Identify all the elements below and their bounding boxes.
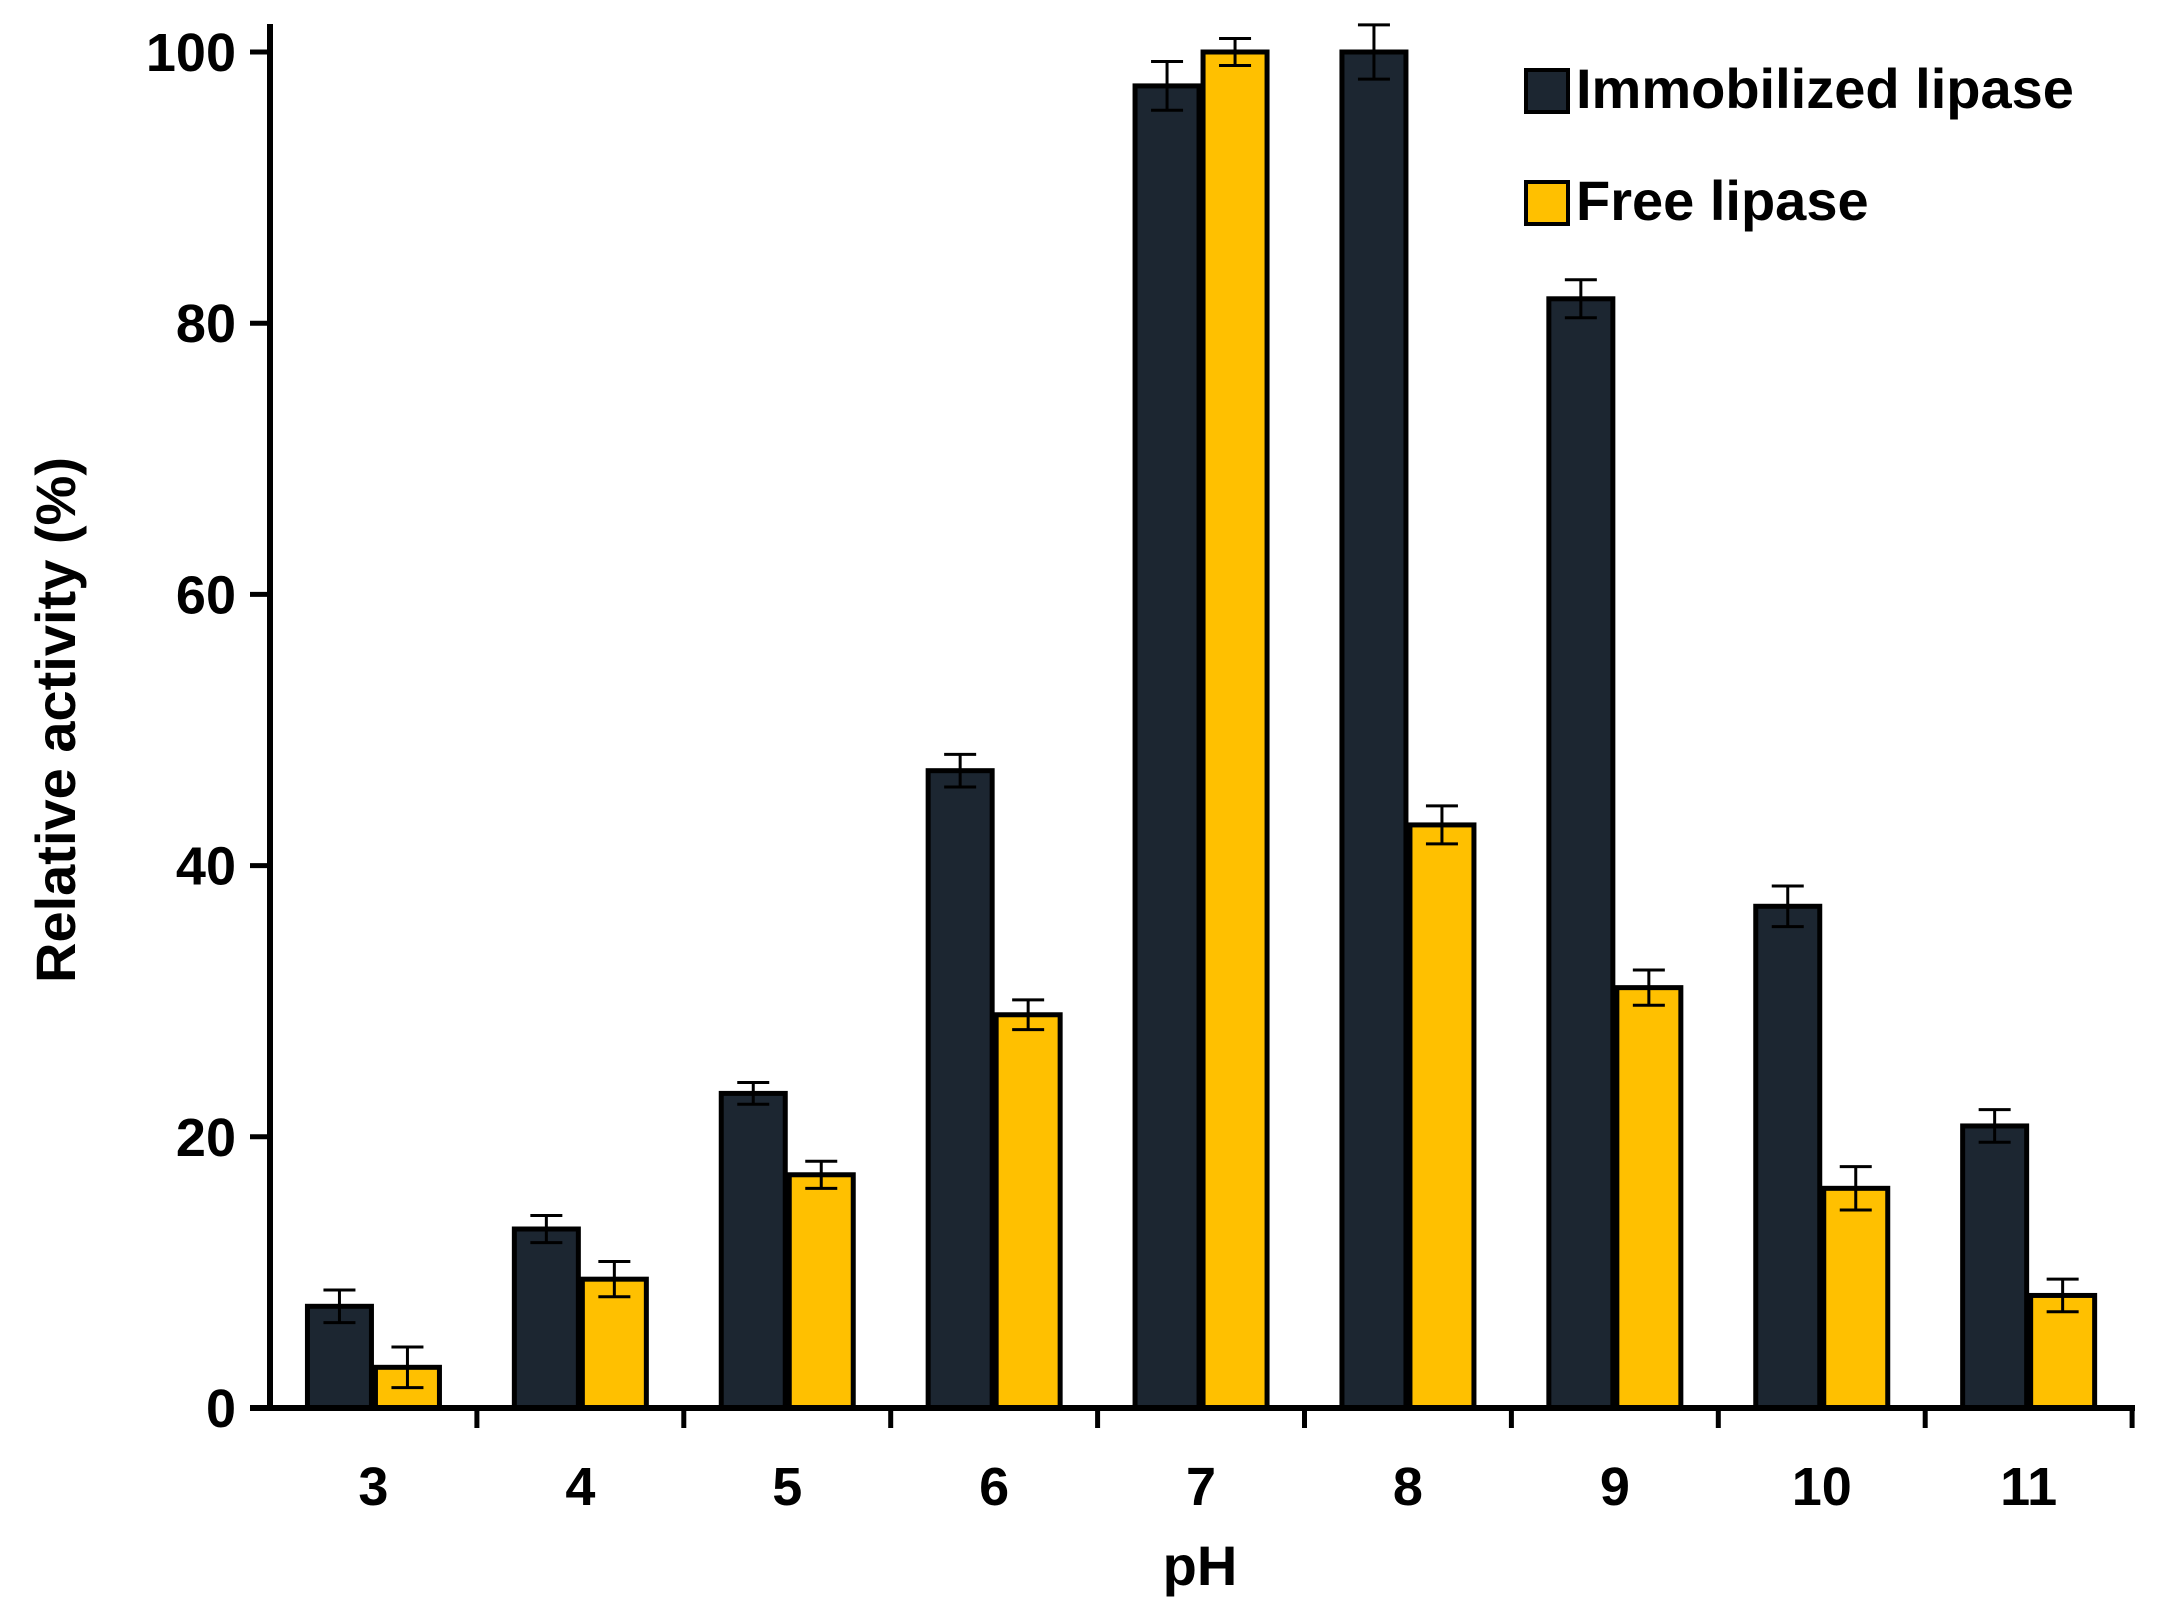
error-bar-free-ph-4 [598, 1260, 631, 1299]
error-bar-immobilized-ph-3 [323, 1288, 356, 1325]
bar-free-ph-5 [786, 1172, 856, 1411]
legend-label-free: Free lipase [1576, 169, 1869, 232]
y-tick-label-80: 80 [176, 294, 236, 354]
bar-immobilized-ph-11 [1960, 1123, 2030, 1411]
bar-immobilized-ph-10 [1753, 903, 1823, 1411]
y-tick-label-0: 0 [206, 1379, 236, 1439]
x-tick-label-6: 6 [979, 1457, 1009, 1517]
bar-free-ph-9 [1614, 985, 1684, 1411]
error-bar-free-ph-9 [1632, 968, 1665, 1007]
x-tick-label-4: 4 [565, 1457, 595, 1517]
y-tick-label-20: 20 [176, 1108, 236, 1168]
error-bar-immobilized-ph-5 [737, 1081, 770, 1106]
bar-immobilized-ph-7 [1132, 83, 1202, 1411]
legend: Immobilized lipase Free lipase [1524, 57, 2074, 232]
x-tick-label-11: 11 [2000, 1457, 2057, 1517]
error-bar-immobilized-ph-9 [1564, 278, 1597, 320]
error-bar-free-ph-8 [1425, 804, 1458, 846]
error-bar-immobilized-ph-8 [1357, 23, 1390, 81]
bar-free-ph-6 [993, 1012, 1063, 1411]
x-tick-label-8: 8 [1393, 1457, 1423, 1517]
bar-free-ph-8 [1407, 822, 1477, 1411]
y-tick-label-40: 40 [176, 837, 236, 897]
x-tick-label-5: 5 [772, 1457, 802, 1517]
bar-free-ph-4 [579, 1276, 649, 1411]
y-axis-title: Relative activity (%) [24, 457, 87, 983]
error-bar-free-ph-5 [805, 1159, 838, 1190]
bar-free-ph-10 [1821, 1185, 1891, 1411]
y-tick-label-60: 60 [176, 565, 236, 625]
bar-immobilized-ph-5 [718, 1090, 788, 1411]
y-tick-label-100: 100 [146, 23, 236, 83]
x-tick-label-9: 9 [1600, 1457, 1630, 1517]
x-tick-label-3: 3 [358, 1457, 388, 1517]
error-bar-immobilized-ph-4 [530, 1213, 563, 1245]
error-bar-immobilized-ph-7 [1151, 59, 1184, 112]
ticks-layer: 0 20 40 60 80 100 3 4 5 6 7 8 9 10 11 [146, 23, 2135, 1517]
bars-layer [304, 23, 2098, 1411]
bar-immobilized-ph-9 [1546, 296, 1616, 1411]
legend-swatch-free [1524, 180, 1570, 226]
error-bar-immobilized-ph-11 [1978, 1108, 2011, 1144]
x-tick-label-10: 10 [1792, 1457, 1852, 1517]
bar-immobilized-ph-4 [511, 1226, 581, 1411]
axes-layer [250, 24, 2135, 1411]
error-bar-immobilized-ph-6 [944, 752, 977, 789]
bar-immobilized-ph-8 [1339, 49, 1409, 1411]
x-tick-label-7: 7 [1186, 1457, 1216, 1517]
error-bar-free-ph-7 [1219, 36, 1252, 68]
error-bar-free-ph-11 [2046, 1277, 2079, 1314]
error-bar-free-ph-10 [1839, 1165, 1872, 1212]
error-bar-immobilized-ph-10 [1771, 884, 1804, 929]
error-bar-free-ph-3 [391, 1345, 424, 1390]
bar-immobilized-ph-6 [925, 768, 995, 1411]
error-bar-free-ph-6 [1012, 998, 1045, 1032]
legend-label-immobilized: Immobilized lipase [1576, 57, 2074, 120]
x-axis-title: pH [1163, 1534, 1238, 1597]
bar-free-ph-7 [1200, 49, 1270, 1411]
legend-swatch-immobilized [1524, 68, 1570, 114]
